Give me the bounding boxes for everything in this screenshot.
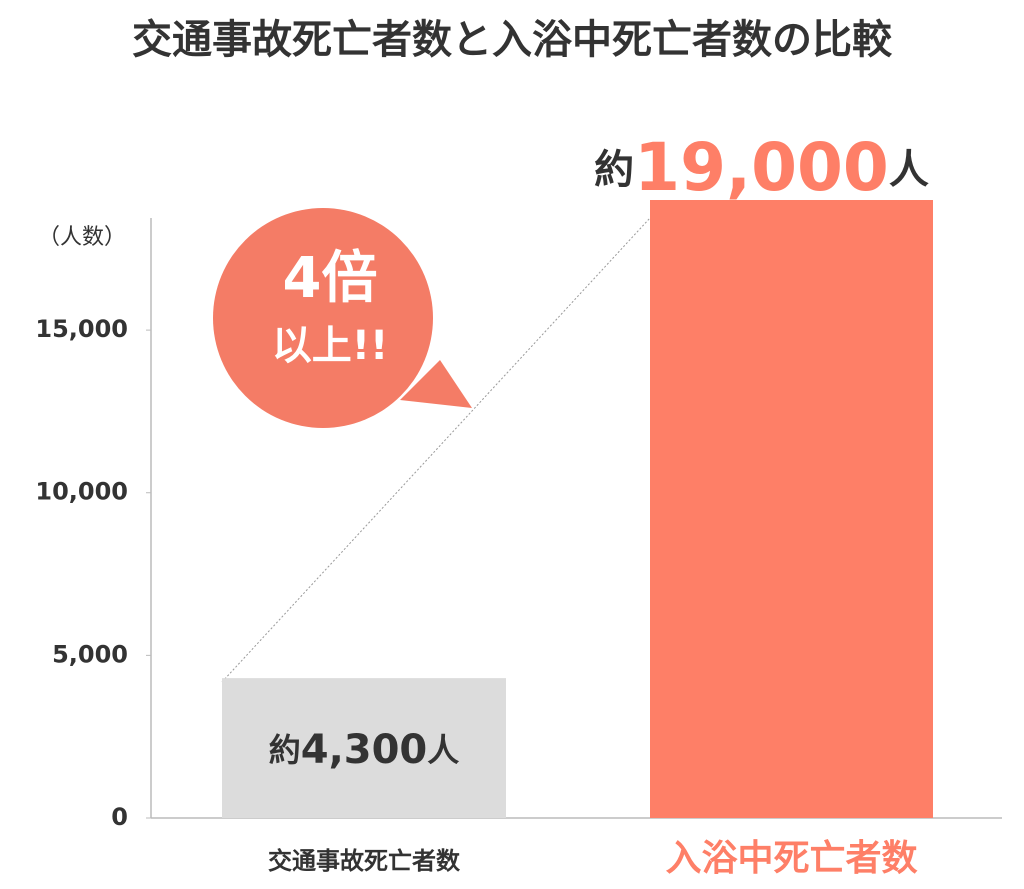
- value-label: 約4,300人: [269, 727, 460, 773]
- bar: [222, 678, 506, 818]
- callout-tail: [400, 360, 472, 408]
- x-tick-label: 入浴中死亡者数: [665, 838, 917, 879]
- value-label: 約19,000人: [594, 129, 929, 206]
- y-tick-label: 5,000: [52, 640, 128, 668]
- callout-text: 以上!!: [272, 323, 388, 369]
- callout: 4倍 以上!!: [213, 208, 472, 428]
- callout-bubble: [213, 208, 433, 428]
- y-axis-label: （人数）: [38, 225, 126, 250]
- callout-text: 4倍: [283, 246, 378, 311]
- chart-title: 交通事故死亡者数と入浴中死亡者数の比較: [132, 17, 893, 63]
- bar: [650, 200, 933, 818]
- y-tick-label: 10,000: [35, 478, 128, 506]
- x-tick-label: 交通事故死亡者数: [268, 847, 461, 875]
- y-tick-label: 0: [111, 803, 128, 831]
- connector: [221, 217, 651, 683]
- y-tick-label: 15,000: [35, 315, 128, 343]
